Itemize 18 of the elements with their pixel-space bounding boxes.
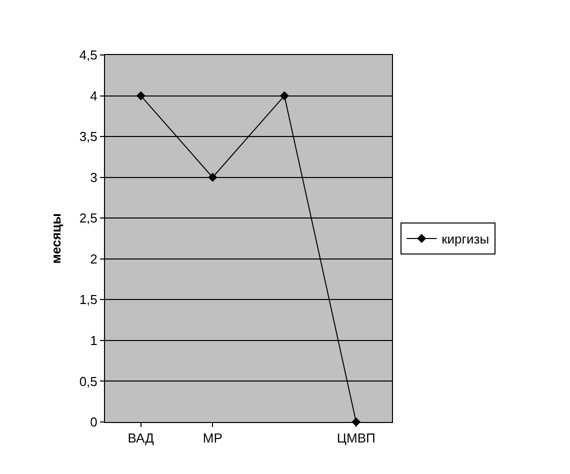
- point: [136, 91, 146, 100]
- y-tick-label: 0,5: [79, 374, 98, 389]
- y-tick-label: 3,5: [79, 129, 98, 144]
- y-tick-label: 4,5: [79, 48, 98, 63]
- legend-label: киргизы: [442, 232, 490, 247]
- y-tick-label: 4: [90, 88, 98, 104]
- y-tick-label: 1,5: [79, 292, 98, 308]
- y-tick-label: 2: [90, 251, 98, 266]
- x-tick-label: ЦМВП: [336, 430, 376, 446]
- y-tick-label: 1: [90, 332, 98, 348]
- x-tick-label: МР: [202, 430, 222, 446]
- y-tick-label: 3: [90, 170, 98, 185]
- y-axis-title: месяцы: [48, 213, 64, 264]
- x-tick-label: ВАД: [128, 430, 154, 446]
- point: [280, 91, 289, 100]
- y-tick-label: 2,5: [79, 210, 98, 226]
- point: [208, 172, 218, 182]
- y-tick-label: 0: [90, 414, 98, 430]
